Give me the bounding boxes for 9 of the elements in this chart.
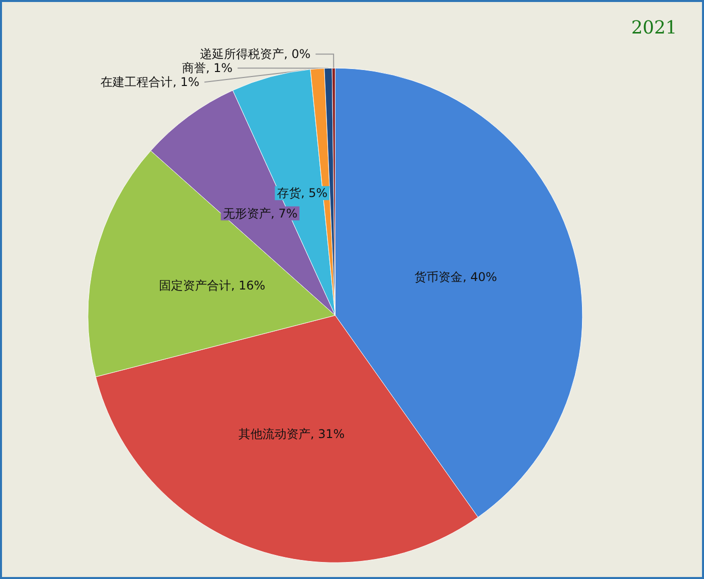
slice-label: 其他流动资产, 31%	[238, 427, 345, 442]
slice-label: 存货, 5%	[276, 186, 328, 200]
slice-label: 货币资金, 40%	[414, 270, 498, 284]
slice-label: 商誉, 1%	[182, 61, 233, 76]
slice-label: 在建工程合计, 1%	[100, 75, 200, 90]
slice-label: 递延所得税资产, 0%	[200, 47, 311, 62]
text: 2021	[631, 18, 678, 38]
slice-label: 无形资产, 7%	[222, 206, 298, 220]
slice-label: 固定资产合计, 16%	[159, 278, 266, 292]
